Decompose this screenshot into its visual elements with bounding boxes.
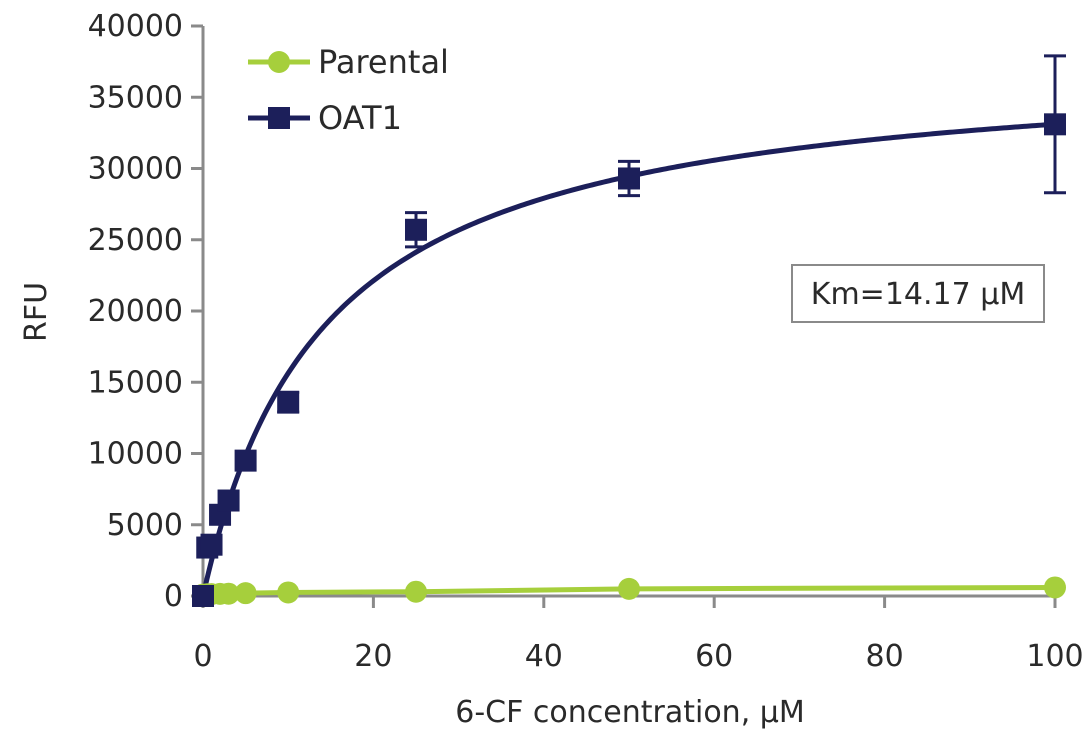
parental-point bbox=[1044, 576, 1066, 599]
x-tick-label: 0 bbox=[193, 639, 212, 674]
ticks: 0 5000 10000 15000 20000 25000 30000 35000 40000… bbox=[88, 9, 1084, 674]
parental-point bbox=[405, 580, 427, 603]
km-annotation-text: Km=14.17 μM bbox=[811, 277, 1025, 312]
legend: Parental OAT1 bbox=[248, 43, 449, 137]
oat1-point bbox=[234, 449, 257, 472]
oat1-point bbox=[192, 585, 214, 607]
parental-point bbox=[217, 582, 240, 605]
y-tick-label: 25000 bbox=[88, 223, 183, 258]
y-tick-label: 20000 bbox=[88, 294, 183, 329]
x-axis-label: 6-CF concentration, μM bbox=[455, 695, 804, 730]
x-tick-label: 80 bbox=[866, 639, 904, 674]
km-annotation-box bbox=[791, 264, 1045, 323]
legend-parental-marker bbox=[268, 51, 290, 73]
x-tick-label: 100 bbox=[1026, 639, 1083, 674]
y-tick-label: 15000 bbox=[88, 365, 183, 400]
oat1-point bbox=[277, 391, 300, 414]
y-tick-label: 35000 bbox=[88, 80, 183, 115]
legend-parental-label: Parental bbox=[318, 43, 449, 81]
series-layer bbox=[192, 54, 1066, 607]
oat1-point bbox=[405, 218, 427, 241]
oat1-point bbox=[1044, 113, 1066, 136]
parental-point bbox=[618, 577, 640, 600]
parental-point bbox=[234, 582, 257, 605]
x-tick-label: 20 bbox=[354, 639, 392, 674]
y-tick-label: 40000 bbox=[88, 9, 183, 44]
oat1-point bbox=[217, 489, 240, 512]
y-tick-label: 10000 bbox=[88, 437, 183, 472]
oat1-point bbox=[618, 167, 640, 190]
y-tick-label: 30000 bbox=[88, 152, 183, 187]
annotation: Km=14.17 μM bbox=[791, 264, 1045, 323]
y-axis-label: RFU bbox=[19, 282, 54, 342]
y-tick-label: 5000 bbox=[107, 508, 183, 543]
legend-oat1-label: OAT1 bbox=[318, 99, 402, 137]
oat1-point bbox=[200, 533, 223, 556]
y-tick-label: 0 bbox=[164, 579, 183, 614]
x-tick-label: 60 bbox=[695, 639, 733, 674]
parental-point bbox=[277, 581, 300, 604]
legend-oat1-marker bbox=[268, 107, 290, 129]
x-tick-label: 40 bbox=[525, 639, 563, 674]
